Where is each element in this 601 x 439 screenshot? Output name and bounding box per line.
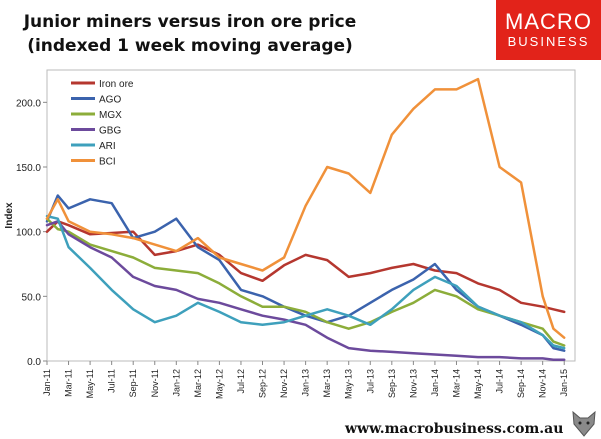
x-tick-label: Mar-13 bbox=[322, 369, 332, 398]
y-tick-label: 150.0 bbox=[16, 163, 41, 174]
x-tick-label: Jul-11 bbox=[107, 369, 117, 393]
x-tick-label: Sep-11 bbox=[128, 369, 138, 397]
x-tick-label: Nov-11 bbox=[150, 369, 160, 397]
macrobusiness-logo: MACRO BUSINESS bbox=[496, 0, 601, 60]
x-tick-label: Mar-12 bbox=[193, 369, 203, 398]
logo-text-business: BUSINESS bbox=[507, 34, 590, 49]
x-tick-label: May-13 bbox=[344, 369, 354, 399]
x-tick-label: Jul-14 bbox=[495, 369, 505, 394]
x-tick-label: Jan-11 bbox=[42, 369, 52, 396]
x-tick-label: Nov-13 bbox=[408, 369, 418, 398]
wolf-logo-icon bbox=[572, 410, 596, 437]
x-tick-label: Jan-12 bbox=[171, 369, 181, 397]
legend-label-gbg: GBG bbox=[99, 126, 121, 137]
x-tick-label: Jul-12 bbox=[236, 369, 246, 394]
x-tick-label: May-11 bbox=[85, 369, 95, 398]
legend-label-ago: AGO bbox=[99, 95, 121, 106]
legend-label-ari: ARI bbox=[99, 141, 116, 152]
logo-text-macro: MACRO bbox=[505, 9, 592, 34]
series-line-bci bbox=[45, 77, 566, 339]
y-axis-label: Index bbox=[4, 202, 15, 229]
legend-label-mgx: MGX bbox=[99, 110, 122, 121]
legend-label-bci: BCI bbox=[99, 157, 116, 168]
series-line-ari bbox=[45, 214, 566, 350]
x-tick-label: May-14 bbox=[473, 369, 483, 399]
x-tick-label: Sep-12 bbox=[258, 369, 268, 398]
x-tick-label: Jan-13 bbox=[301, 369, 311, 397]
y-tick-label: 50.0 bbox=[22, 292, 42, 303]
chart-title-line1: Junior miners versus iron ore price bbox=[23, 12, 357, 32]
x-tick-label: May-12 bbox=[214, 369, 224, 399]
x-tick-label: Mar-11 bbox=[64, 369, 74, 397]
y-tick-label: 0.0 bbox=[27, 357, 41, 368]
footer-url: www.macrobusiness.com.au bbox=[345, 421, 564, 437]
x-tick-label: Sep-13 bbox=[387, 369, 397, 398]
x-tick-label: Jul-13 bbox=[365, 369, 375, 394]
series-line-gbg bbox=[45, 220, 566, 361]
line-chart: 0.0 50.0 100.0 150.0 200.0 Index Jan-11 Mar-11 M… bbox=[4, 69, 576, 399]
x-tick-label: Jan-15 bbox=[559, 369, 569, 397]
x-tick-label: Nov-12 bbox=[279, 369, 289, 398]
legend-label-iron-ore: Iron ore bbox=[99, 79, 134, 90]
x-tick-label: Sep-14 bbox=[516, 369, 526, 398]
series-line-iron-ore bbox=[45, 220, 566, 314]
x-tick-label: Nov-14 bbox=[538, 369, 548, 398]
series-line-ago bbox=[45, 194, 566, 352]
x-tick-label: Mar-14 bbox=[451, 369, 461, 398]
x-tick-label: Jan-14 bbox=[430, 369, 440, 397]
y-tick-label: 200.0 bbox=[16, 98, 41, 109]
chart-title-line2: (indexed 1 week moving average) bbox=[27, 36, 353, 56]
y-tick-label: 100.0 bbox=[16, 228, 41, 239]
